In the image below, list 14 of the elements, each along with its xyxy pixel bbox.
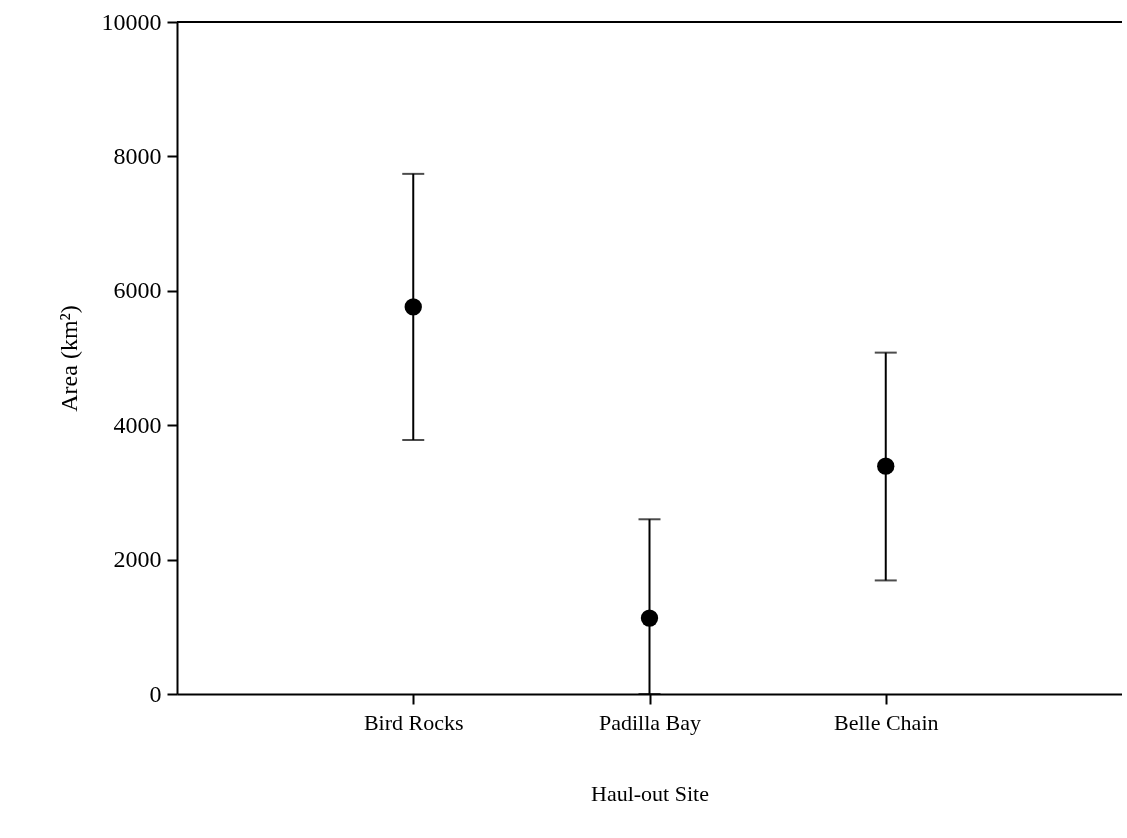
point (404, 298, 422, 316)
y-tick-label: 0 (149, 680, 162, 707)
x-axis-title: Haul-out Site (591, 780, 709, 806)
x-tick-label: Bird Rocks (363, 709, 464, 735)
x-tick-label: Belle Chain (834, 709, 939, 735)
y-tick-label: 2000 (113, 546, 162, 573)
point (640, 609, 659, 627)
y-tick-label: 10000 (101, 8, 162, 35)
point (877, 457, 895, 475)
y-axis-title: Area (km²) (55, 305, 82, 412)
x-tick-label: Padilla Bay (598, 709, 702, 735)
y-tick-label: 4000 (113, 411, 162, 438)
y-tick-label: 8000 (113, 142, 162, 169)
y-tick-label: 6000 (113, 277, 162, 304)
